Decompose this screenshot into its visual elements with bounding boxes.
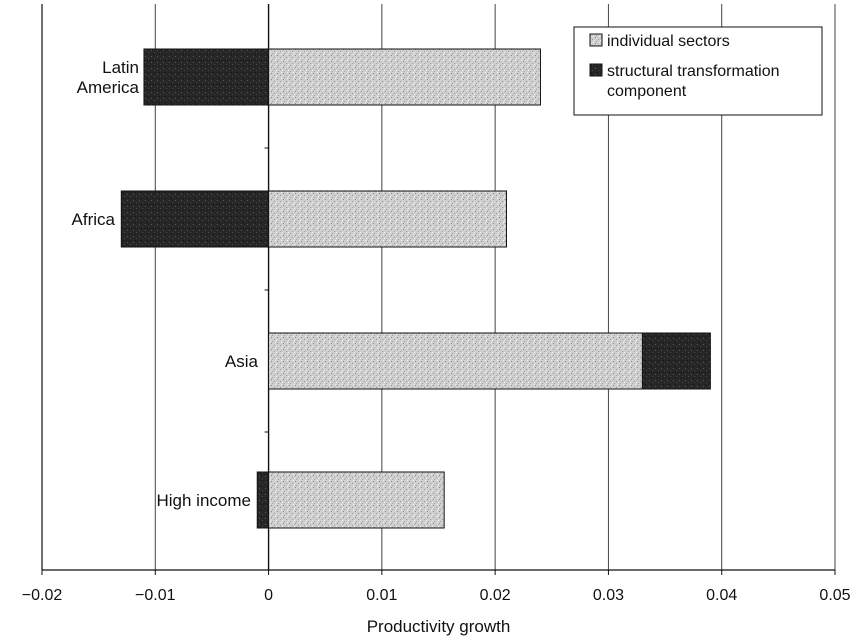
x-axis-title: Productivity growth — [367, 617, 511, 636]
legend-box — [573, 26, 823, 116]
category-label-africa: Africa — [72, 210, 116, 229]
category-label-asia: Asia — [225, 352, 259, 371]
x-axis-ticks: −0.02 −0.01 0 0.01 0.02 0.03 0.04 0.05 — [22, 570, 851, 604]
bar-asia-structural-transformation-component — [641, 332, 711, 390]
legend-swatch-structural-transformation — [589, 63, 603, 77]
legend-label-individual-sectors: individual sectors — [607, 33, 730, 50]
legend-swatch-individual-sectors — [589, 33, 603, 47]
category-label-latin-america: Latin America — [77, 58, 140, 97]
x-tick-label: 0.02 — [480, 587, 511, 604]
bar-high-income-structural-transformation-component — [256, 471, 270, 529]
legend-label-structural-transformation: structural transformation component — [607, 63, 780, 100]
x-tick-label: 0 — [264, 587, 273, 604]
x-tick-label: −0.02 — [22, 587, 63, 604]
x-tick-label: −0.01 — [135, 587, 176, 604]
bar-latin-america-individual-sectors — [268, 48, 541, 106]
bar-africa-structural-transformation-component — [120, 190, 270, 248]
x-tick-label: 0.05 — [819, 587, 850, 604]
bar-africa-individual-sectors — [268, 190, 507, 248]
x-tick-label: 0.03 — [593, 587, 624, 604]
category-labels: Latin America Africa Asia High income — [72, 58, 259, 510]
x-tick-label: 0.04 — [706, 587, 737, 604]
bars — [120, 48, 711, 529]
category-label-high-income: High income — [157, 491, 252, 510]
legend: individual sectors structural transforma… — [573, 26, 823, 116]
bar-asia-individual-sectors — [268, 332, 643, 390]
bar-high-income-individual-sectors — [268, 471, 445, 529]
x-tick-label: 0.01 — [366, 587, 397, 604]
bar-latin-america-structural-transformation-component — [143, 48, 270, 106]
